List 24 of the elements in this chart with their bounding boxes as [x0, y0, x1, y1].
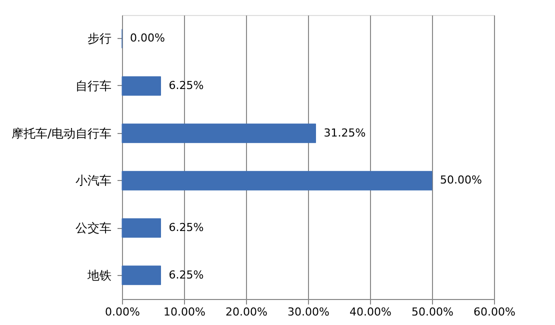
- bar: [122, 124, 316, 144]
- data-label: 6.25%: [168, 79, 204, 92]
- x-tick-label: 20.00%: [226, 306, 268, 318]
- x-tick-label: 30.00%: [288, 306, 330, 318]
- y-tick-label: 自行车: [76, 79, 112, 93]
- bar: [122, 170, 432, 190]
- x-tick-label: 10.00%: [164, 306, 206, 318]
- data-label: 50.00%: [440, 174, 482, 187]
- data-label: 6.25%: [168, 268, 204, 282]
- y-tick-label: 步行: [88, 32, 112, 46]
- x-tick-label: 0.00%: [105, 306, 140, 318]
- x-tick-label: 50.00%: [412, 306, 454, 318]
- data-label: 31.25%: [324, 126, 366, 140]
- bar: [122, 76, 161, 96]
- x-tick-label: 40.00%: [350, 306, 392, 318]
- y-tick-label: 摩托车/电动自行车: [11, 126, 112, 140]
- y-tick-label: 小汽车: [76, 174, 112, 188]
- data-label: 0.00%: [130, 32, 165, 45]
- y-tick-label: 公交车: [76, 221, 112, 235]
- x-tick-label: 60.00%: [474, 306, 516, 318]
- bar: [122, 266, 161, 286]
- y-tick-label: 地铁: [86, 268, 112, 282]
- bar: [122, 218, 161, 238]
- data-label: 6.25%: [168, 221, 204, 234]
